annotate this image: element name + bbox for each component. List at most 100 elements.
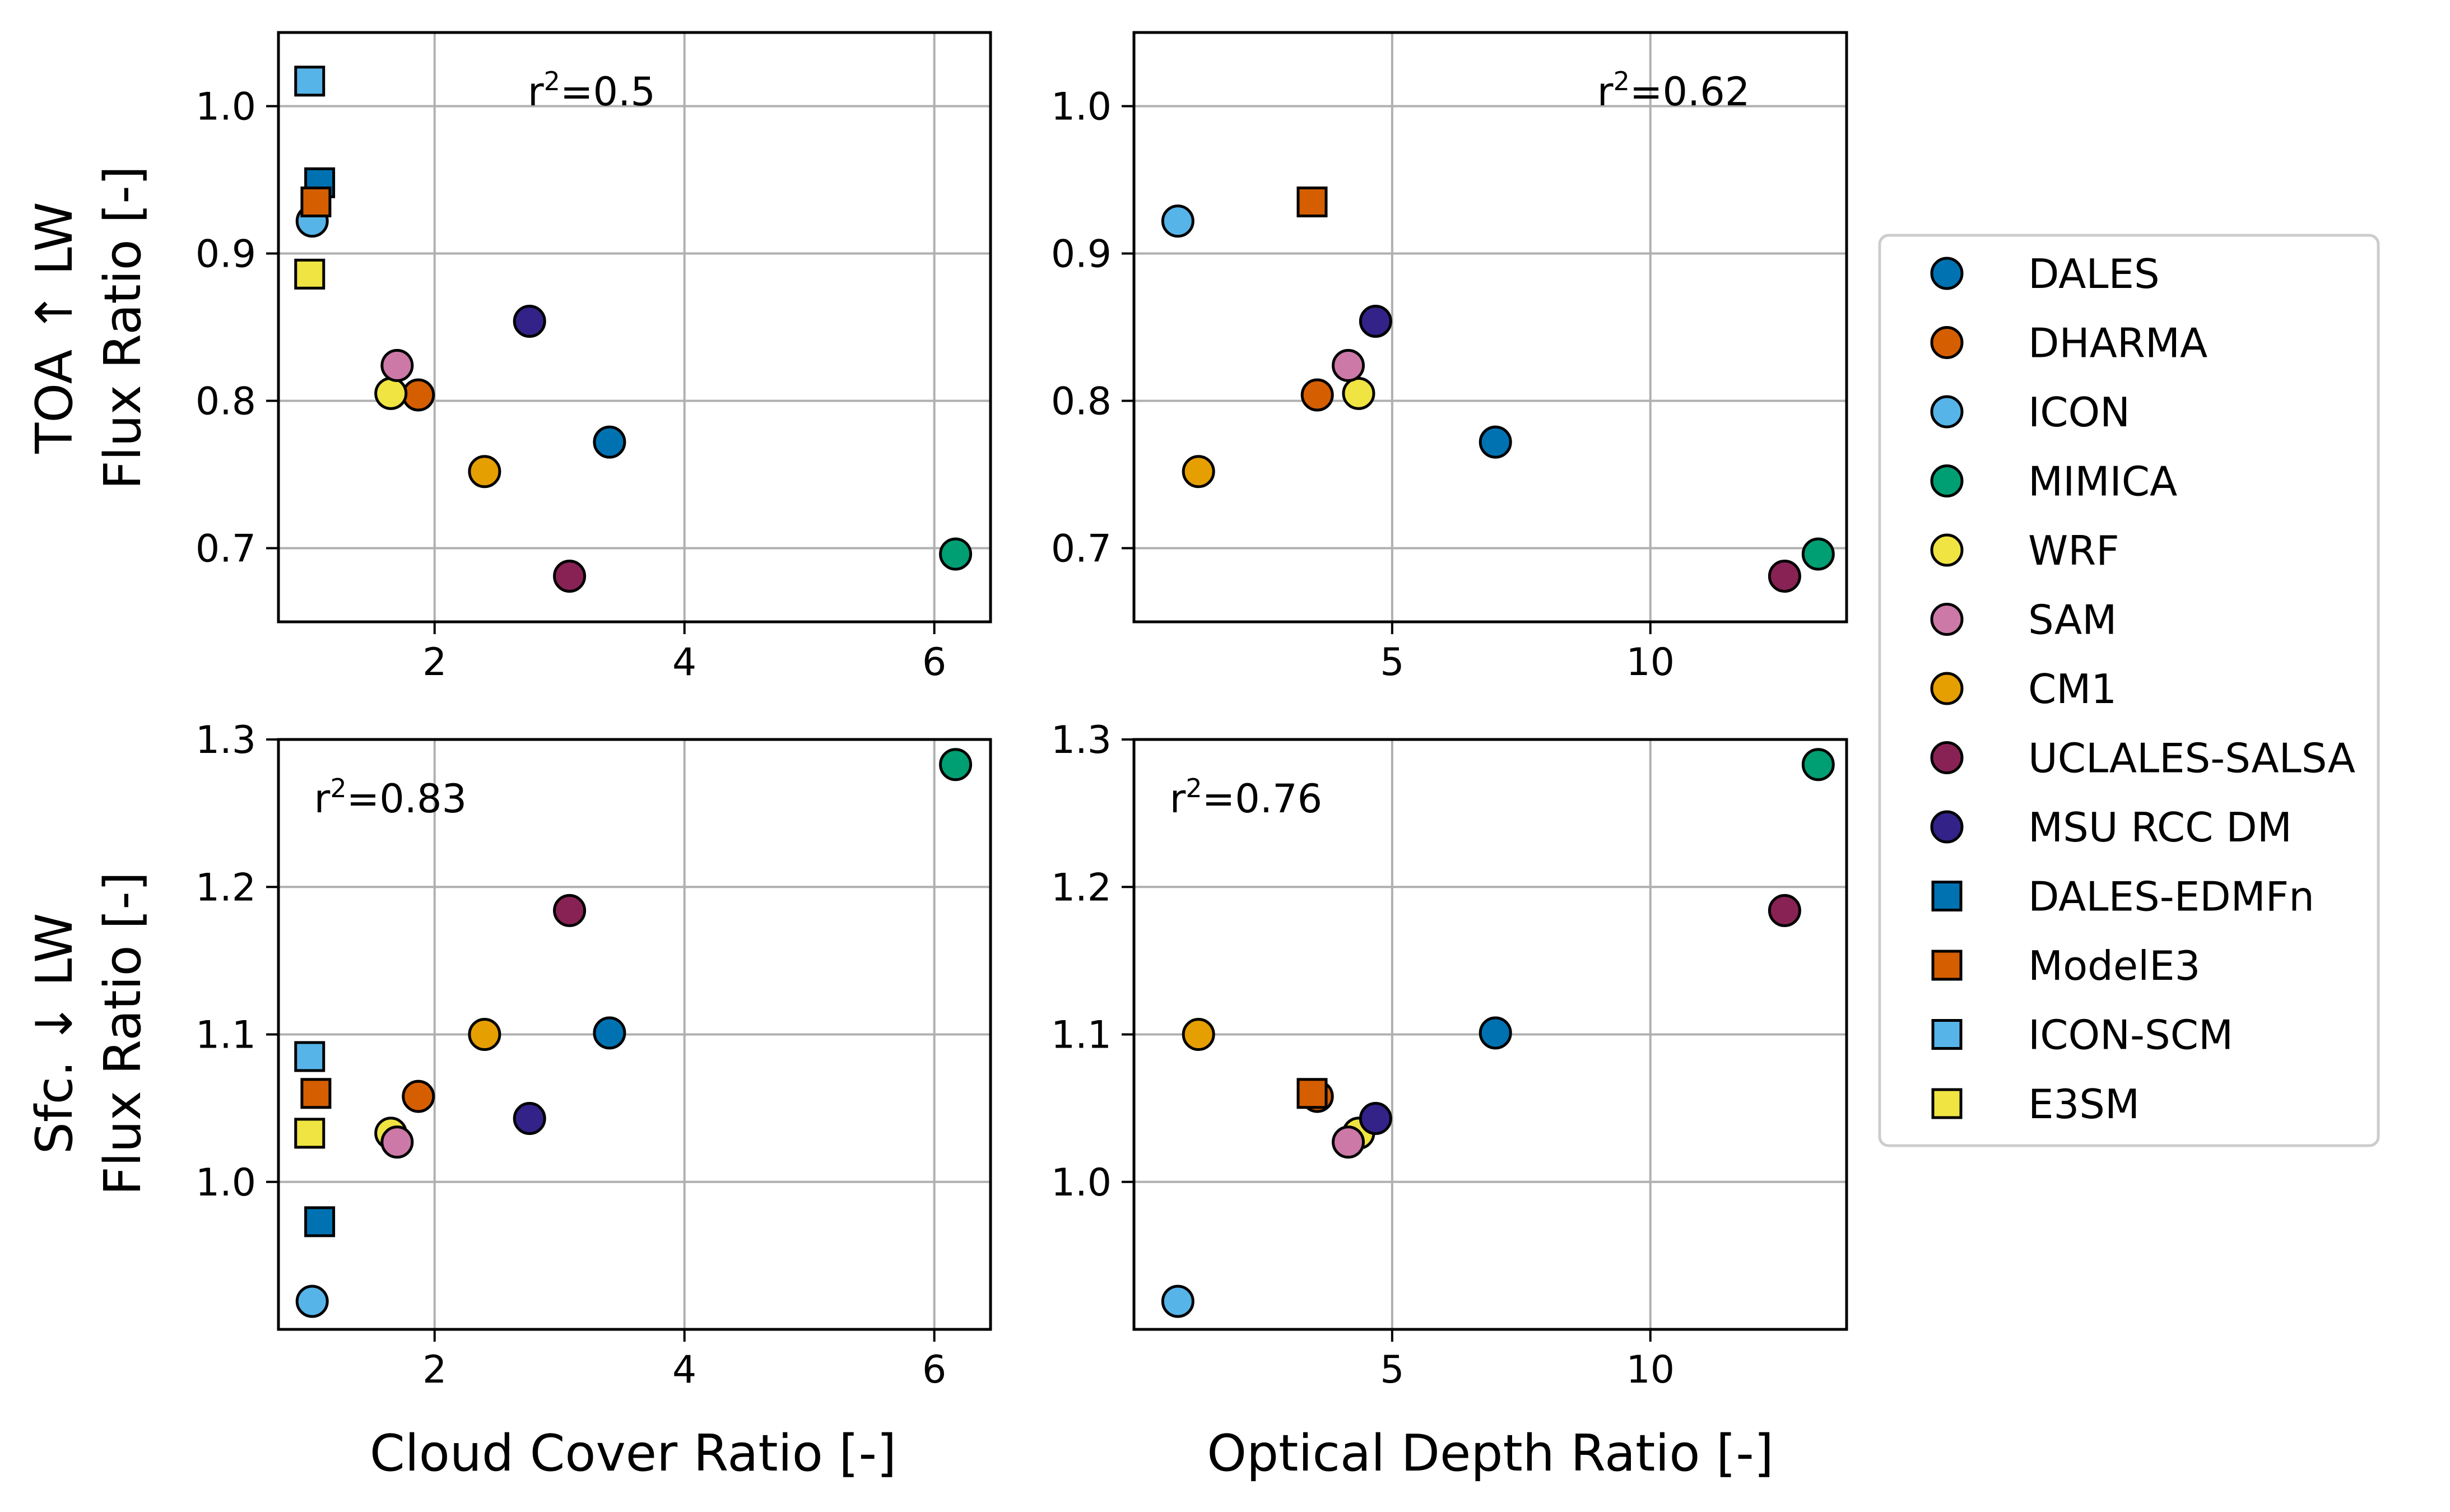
x-tick-label: 6 — [922, 1348, 946, 1392]
point-icon — [1161, 1285, 1194, 1318]
legend-marker-cm1 — [1930, 672, 1964, 705]
point-uclales-salsa — [553, 559, 587, 593]
point-cm1 — [468, 455, 501, 489]
point-dales — [1479, 1016, 1512, 1050]
x-tick-label: 5 — [1380, 1348, 1404, 1392]
x-tick-label: 4 — [672, 640, 696, 685]
r-squared-symbol: r — [528, 69, 544, 115]
r-squared-exponent: 2 — [330, 773, 346, 803]
panels-layer: 2 4 60.70.80.91.0 r2=0.55 100.70.80.91.0 r2=0… — [196, 31, 1848, 1392]
r-squared-symbol: r — [1597, 69, 1614, 115]
legend-label-cm1: CM1 — [2028, 666, 2117, 713]
point-uclales-salsa — [1768, 559, 1801, 593]
legend-frame — [1878, 234, 2380, 1147]
y-tick-label: 1.1 — [196, 1013, 256, 1058]
x-tick-label: 5 — [1380, 640, 1404, 685]
col-0-xlabel: Cloud Cover Ratio [-] — [370, 1424, 896, 1483]
legend-marker-modele3 — [1931, 950, 1963, 981]
x-tick-label: 2 — [422, 640, 447, 685]
y-tick-label: 1.0 — [1051, 1161, 1112, 1205]
x-tick-label: 4 — [672, 1348, 696, 1392]
point-mimica — [939, 748, 973, 781]
legend-marker-dales-edmfn — [1931, 881, 1963, 911]
point-uclales-salsa — [1768, 894, 1801, 927]
legend-marker-msu-rcc-dm — [1930, 810, 1964, 844]
r-squared-value: =0.83 — [347, 776, 467, 822]
legend-marker-icon — [1930, 395, 1964, 429]
legend-marker-e3sm — [1931, 1088, 1963, 1119]
y-tick-label: 1.0 — [196, 1161, 256, 1205]
point-dharma — [1300, 378, 1334, 412]
x-tick-label: 6 — [922, 640, 946, 685]
legend-label-sam: SAM — [2028, 597, 2117, 644]
col-1-xlabel: Optical Depth Ratio [-] — [1207, 1424, 1774, 1483]
axes-frame — [1132, 738, 1848, 1331]
point-wrf — [374, 376, 408, 410]
panel-1-0: 2 4 61.01.11.21.3r2=0.83 — [196, 718, 992, 1392]
point-msu-rcc-dm — [1359, 1102, 1392, 1136]
point-mimica — [1801, 748, 1835, 781]
point-dales — [1479, 425, 1512, 459]
point-cm1 — [468, 1018, 501, 1051]
point-modele3 — [300, 186, 332, 217]
legend-marker-dharma — [1930, 326, 1964, 359]
legend-label-dales-edmfn: DALES-EDMFn — [2028, 873, 2314, 920]
point-wrf — [1342, 376, 1375, 410]
point-msu-rcc-dm — [1359, 304, 1392, 338]
legend-marker-mimica — [1930, 464, 1964, 497]
r-squared-label: r2=0.76 — [1170, 773, 1323, 822]
point-icon — [1161, 204, 1194, 238]
legend-items: DALES DHARMA ICON MIMICA WRF SAM CM1 UCLALES-SA… — [1930, 250, 2355, 1128]
x-tick-label: 10 — [1626, 1348, 1675, 1392]
legend-label-dharma: DHARMA — [2028, 320, 2207, 367]
x-tick-label: 2 — [422, 1348, 447, 1392]
point-e3sm — [294, 1118, 326, 1149]
point-dharma — [402, 1080, 435, 1113]
row-1-ylabel-line-2: Flux Ratio [-] — [94, 872, 152, 1195]
legend-label-e3sm: E3SM — [2028, 1081, 2140, 1128]
point-e3sm — [294, 258, 326, 290]
point-sam — [1332, 348, 1365, 382]
x-tick-label: 10 — [1626, 640, 1675, 685]
axes-frame — [277, 31, 992, 624]
r-squared-symbol: r — [314, 776, 331, 822]
legend-marker-wrf — [1930, 533, 1964, 567]
row-0-ylabel-line-2: Flux Ratio [-] — [94, 166, 152, 490]
legend-marker-dales — [1930, 257, 1964, 290]
point-icon-scm — [294, 1041, 326, 1072]
r-squared-label: r2=0.5 — [528, 66, 655, 115]
point-cm1 — [1182, 455, 1215, 489]
legend-marker-icon-scm — [1931, 1019, 1963, 1050]
legend-label-msu-rcc-dm: MSU RCC DM — [2028, 804, 2292, 851]
point-msu-rcc-dm — [513, 1102, 546, 1136]
point-mimica — [1801, 537, 1835, 571]
axes-frame — [277, 738, 992, 1331]
panel-0-0: 2 4 60.70.80.91.0 r2=0.5 — [196, 31, 992, 685]
r-squared-value: =0.62 — [1630, 69, 1750, 115]
axes-frame — [1132, 31, 1848, 624]
point-icon-scm — [294, 66, 326, 97]
y-tick-label: 0.9 — [1051, 232, 1112, 277]
y-tick-label: 1.2 — [1051, 866, 1112, 910]
legend-label-icon-scm: ICON-SCM — [2028, 1012, 2233, 1059]
point-modele3 — [300, 1078, 332, 1109]
r-squared-label: r2=0.83 — [314, 773, 467, 822]
point-dharma — [402, 378, 435, 412]
legend-label-mimica: MIMICA — [2028, 458, 2177, 505]
point-msu-rcc-dm — [513, 304, 546, 338]
point-cm1 — [1182, 1018, 1215, 1051]
y-tick-label: 1.3 — [196, 718, 256, 762]
legend: DALES DHARMA ICON MIMICA WRF SAM CM1 UCLALES-SA… — [1878, 234, 2380, 1147]
row-1-ylabel-line-1: Sfc. ↓ LW — [25, 913, 84, 1154]
point-uclales-salsa — [553, 894, 587, 927]
legend-label-modele3: ModelE3 — [2028, 942, 2200, 989]
point-dales — [593, 425, 626, 459]
y-tick-label: 1.1 — [1051, 1013, 1112, 1058]
point-sam — [1332, 1125, 1365, 1159]
point-dales — [593, 1016, 626, 1050]
y-tick-label: 0.8 — [196, 380, 256, 424]
r-squared-label: r2=0.62 — [1597, 66, 1750, 115]
y-tick-label: 1.0 — [1051, 85, 1112, 129]
r-squared-exponent: 2 — [544, 66, 560, 96]
y-tick-label: 0.8 — [1051, 380, 1112, 424]
